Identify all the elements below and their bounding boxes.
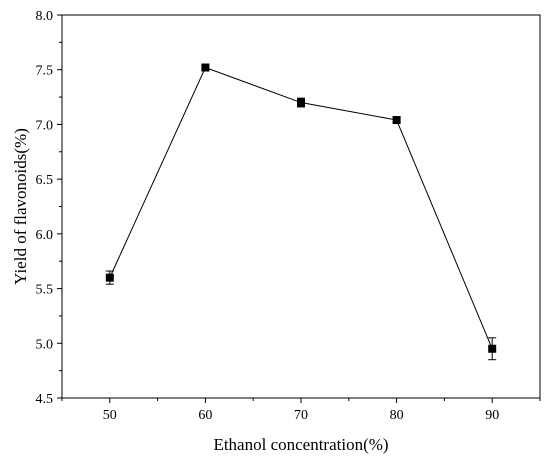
x-axis-label: Ethanol concentration(%) — [213, 435, 388, 454]
y-axis-label: Yield of flavonoids(%) — [11, 128, 30, 285]
y-tick-label: 6.0 — [36, 228, 54, 243]
series-line — [109, 66, 493, 349]
x-tick-label: 70 — [294, 408, 308, 423]
y-tick-label: 5.5 — [36, 283, 54, 298]
axes: 50 60 70 80 90 4.5 5.0 5.5 6.0 6.5 7.0 7.5 8.0 — [36, 9, 541, 423]
data-point — [105, 273, 114, 282]
y-tick-label: 6.5 — [36, 173, 54, 188]
x-tick-label: 90 — [485, 408, 499, 423]
data-point — [488, 344, 497, 353]
x-tick-label: 50 — [103, 408, 117, 423]
x-tick-label: 80 — [390, 408, 404, 423]
x-tick-label: 60 — [198, 408, 212, 423]
series-group — [105, 63, 497, 361]
y-tick-label: 8.0 — [36, 9, 54, 24]
y-tick-label: 4.5 — [36, 392, 54, 407]
data-point — [392, 116, 401, 125]
y-tick-label: 7.0 — [36, 118, 54, 133]
data-point — [201, 63, 210, 72]
y-tick-label: 5.0 — [36, 337, 54, 352]
data-point — [297, 98, 305, 107]
y-tick-label: 7.5 — [36, 64, 54, 79]
plot-frame — [61, 14, 541, 399]
